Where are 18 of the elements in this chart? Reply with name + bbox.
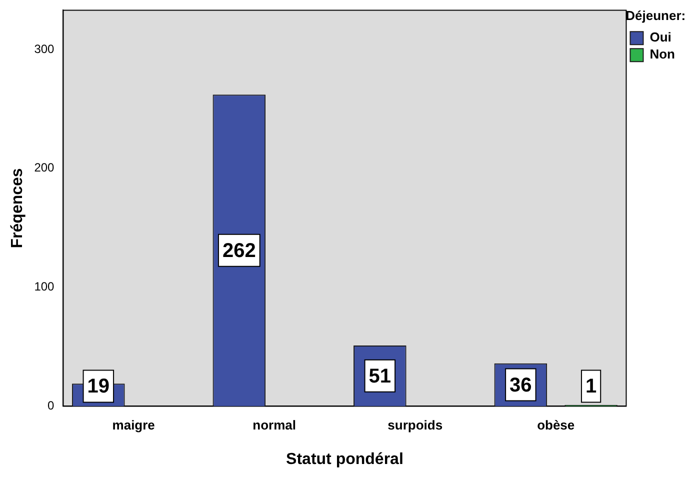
y-tick-label: 200	[34, 160, 55, 175]
y-tick-label: 0	[48, 398, 55, 413]
y-tick-label: 100	[34, 280, 55, 294]
legend-label: Oui	[650, 30, 672, 45]
x-tick-label: obèse	[537, 418, 575, 433]
x-tick-label: maigre	[112, 418, 155, 433]
x-tick-label: surpoids	[388, 418, 443, 433]
data-label: 262	[222, 240, 256, 262]
x-axis-title: Statut pondéral	[286, 450, 404, 468]
legend-label: Non	[650, 46, 676, 62]
data-label: 36	[510, 374, 532, 396]
data-label: 1	[585, 376, 597, 398]
x-tick-label: normal	[252, 418, 296, 433]
y-tick-label: 300	[34, 42, 55, 56]
legend-title: Déjeuner:	[626, 8, 685, 24]
y-axis-title: Fréqences	[9, 168, 26, 248]
data-label: 51	[368, 365, 392, 388]
data-label: 19	[87, 376, 110, 398]
